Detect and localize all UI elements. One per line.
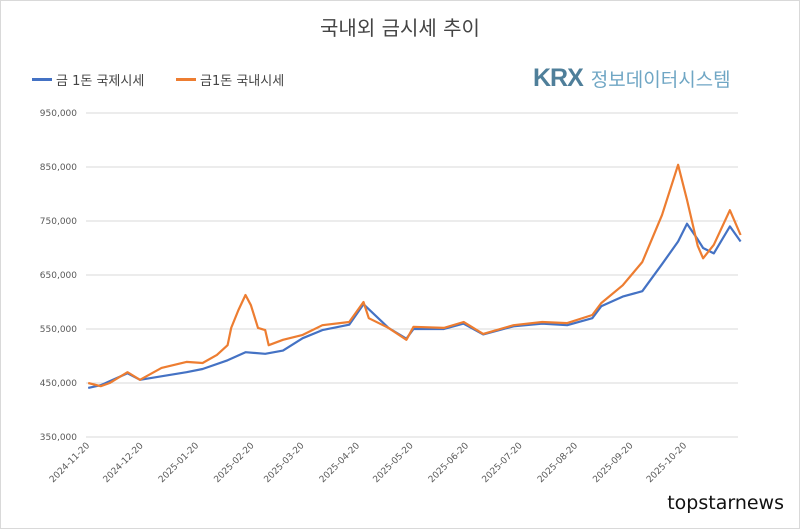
x-tick-label: 2025-10-20 [645, 441, 689, 485]
y-tick-label: 650,000 [40, 271, 77, 281]
x-tick-label: 2024-11-20 [48, 441, 92, 485]
series-line-international [87, 222, 742, 389]
x-tick-label: 2025-02-20 [213, 441, 257, 485]
y-tick-label: 850,000 [40, 163, 77, 173]
x-tick-label: 2025-05-20 [372, 441, 416, 485]
x-tick-label: 2025-04-20 [318, 441, 362, 485]
legend-item-domestic: 금1돈 국내시세 [176, 70, 284, 89]
legend-label: 금1돈 국내시세 [200, 74, 285, 89]
y-tick-label: 950,000 [40, 109, 77, 119]
krx-logo-text: KRX [533, 64, 584, 92]
y-tick-label: 350,000 [40, 433, 77, 443]
y-tick-label: 750,000 [40, 217, 77, 227]
krx-logo: KRX 정보데이터시스템 [533, 64, 731, 93]
legend-label: 금 1돈 국제시세 [56, 74, 145, 89]
legend-item-international: 금 1돈 국제시세 [32, 70, 144, 89]
x-tick-label: 2025-03-20 [263, 441, 307, 485]
x-tick-label: 2025-01-20 [157, 441, 201, 485]
x-tick-label: 2024-12-20 [102, 441, 146, 485]
legend-swatch-orange [176, 78, 196, 81]
legend-swatch-blue [32, 78, 52, 81]
krx-system-text: 정보데이터시스템 [590, 69, 731, 91]
watermark: topstarnews [667, 492, 784, 514]
x-tick-label: 2025-09-20 [591, 441, 635, 485]
y-tick-label: 550,000 [40, 325, 77, 335]
x-tick-label: 2025-06-20 [427, 441, 471, 485]
y-tick-label: 450,000 [40, 379, 77, 389]
chart-title: 국내외 금시세 추이 [320, 16, 480, 40]
series-line-domestic [87, 163, 742, 388]
x-tick-label: 2025-07-20 [481, 441, 525, 485]
x-tick-label: 2025-08-20 [536, 441, 580, 485]
